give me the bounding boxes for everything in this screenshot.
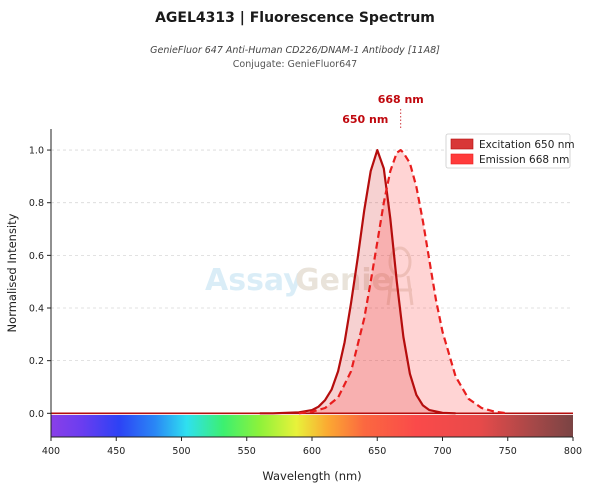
series-fill-1 xyxy=(298,150,508,414)
series-line-0 xyxy=(259,149,456,415)
emission-peak-label: 668 nm xyxy=(378,93,424,106)
y-tick-label-0: 0.0 xyxy=(29,409,44,420)
y-tick-label-4: 0.8 xyxy=(29,198,44,209)
x-tick-label-7: 750 xyxy=(499,446,517,457)
x-tick-label-3: 550 xyxy=(238,446,256,457)
series-fill-0 xyxy=(259,150,456,414)
x-tick-label-5: 650 xyxy=(368,446,386,457)
chart-title: AGEL4313 | Fluorescence Spectrum xyxy=(155,10,435,26)
watermark-logo-icon xyxy=(386,246,414,306)
y-axis-label: Normalised Intensity xyxy=(5,213,19,332)
watermark: Assay Genie xyxy=(205,246,414,306)
y-tick-label-3: 0.6 xyxy=(29,251,44,262)
x-tick-label-0: 400 xyxy=(42,446,60,457)
legend-label-0: Excitation 650 nm xyxy=(479,139,575,151)
y-tick-label-2: 0.4 xyxy=(29,304,44,315)
watermark-text-2: Genie xyxy=(295,263,392,298)
y-tick-label-5: 1.0 xyxy=(29,146,44,157)
conjugate-label: Conjugate: GenieFluor647 xyxy=(232,59,358,70)
excitation-peak-label: 650 nm xyxy=(342,113,388,126)
chart-subtitle: GenieFluor 647 Anti-Human CD226/DNAM-1 A… xyxy=(150,45,440,56)
watermark-text-1: Assay xyxy=(205,263,303,298)
series-line-1 xyxy=(298,149,508,415)
y-tick-label-1: 0.2 xyxy=(29,356,44,367)
x-tick-label-6: 700 xyxy=(433,446,451,457)
visible-spectrum-bar xyxy=(51,415,573,437)
x-tick-label-8: 800 xyxy=(564,446,582,457)
x-axis-label: Wavelength (nm) xyxy=(262,469,361,483)
x-tick-label-4: 600 xyxy=(303,446,321,457)
legend-box xyxy=(445,133,571,169)
legend-swatch-0 xyxy=(450,138,474,150)
x-tick-label-1: 450 xyxy=(107,446,125,457)
x-tick-label-2: 500 xyxy=(172,446,190,457)
legend-swatch-1 xyxy=(450,153,474,165)
legend-label-1: Emission 668 nm xyxy=(479,154,569,166)
